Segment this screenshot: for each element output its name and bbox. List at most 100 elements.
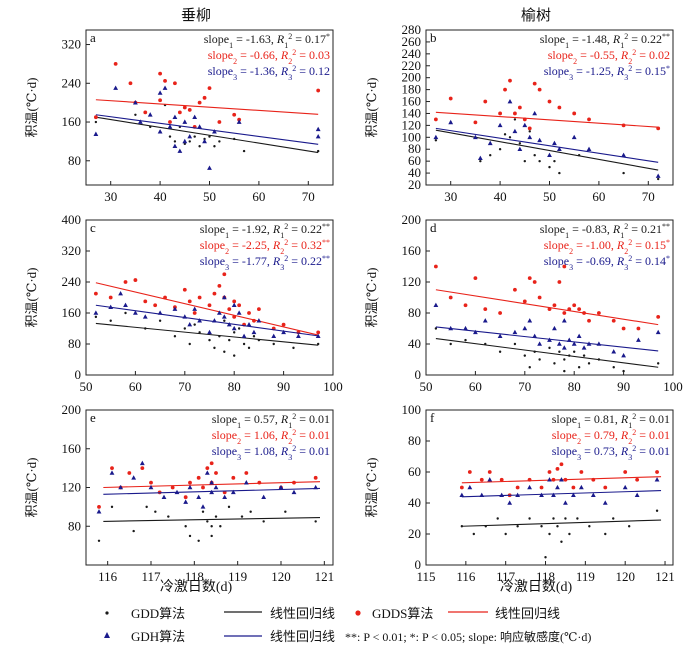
data-point-gdh [556, 341, 562, 346]
data-point-gdds [579, 470, 584, 474]
y-axis-label: 积温(℃·d) [364, 77, 379, 137]
data-point-gdds [537, 295, 542, 300]
data-point-gdd [233, 137, 236, 141]
data-point-gdh [527, 134, 533, 140]
data-point-gdd [124, 311, 127, 315]
data-point-gdd [183, 142, 186, 146]
x-tick-label: 70 [518, 379, 531, 394]
data-point-gdh [313, 484, 319, 490]
data-point-gdh [527, 484, 532, 490]
data-point-gdd [109, 319, 112, 322]
data-point-gdds [197, 100, 202, 105]
data-point-gdh [177, 148, 183, 153]
data-point-gdd [484, 342, 487, 346]
data-point-gdd [516, 525, 519, 528]
data-point-gdh [621, 353, 626, 358]
data-point-gdh [571, 341, 577, 346]
data-point-gdds [232, 314, 237, 319]
legend-label-gdh: GDH算法 [131, 629, 185, 644]
x-tick-label: 90 [277, 379, 290, 394]
data-point-gdd [145, 505, 148, 509]
plot-frame [425, 219, 674, 376]
data-point-gdh [596, 341, 602, 346]
panels: a 30 40 50 60 70 80 160 240 320 积温(℃·d) slope1 = -1… [24, 22, 683, 584]
data-point-gdd [94, 120, 98, 124]
series-gdd [94, 103, 320, 154]
data-point-gdh [522, 325, 528, 331]
regression-line-gdd [435, 338, 659, 368]
data-point-gdh [96, 509, 102, 514]
data-point-gdh [537, 341, 543, 346]
data-point-gdds [163, 78, 167, 83]
data-point-gdds [158, 71, 163, 76]
data-point-gdh [448, 325, 454, 331]
data-point-gdds [539, 485, 544, 490]
data-point-gdd [553, 362, 556, 365]
regression-line-gdds [435, 111, 659, 128]
data-point-gdd [173, 140, 177, 143]
data-point-gdds [110, 466, 114, 471]
data-point-gdd [198, 331, 201, 334]
data-point-gdd [528, 130, 531, 133]
series-gdd [460, 509, 662, 559]
data-point-gdds [537, 87, 542, 92]
data-point-gdds [551, 477, 556, 482]
data-point-gdd [508, 136, 512, 139]
stats-annotation-gdh: slope3 = -1.77, R32 = 0.22** [200, 254, 330, 272]
regression-line-gdds [435, 289, 659, 326]
panel-a: a 30 40 50 60 70 80 160 240 320 积温(℃·d) slope1 = -1… [24, 29, 334, 204]
regression-line-gdd [435, 129, 659, 171]
data-point-gdh [566, 337, 572, 342]
data-point-gdds [187, 299, 192, 304]
data-point-gdd [184, 525, 187, 528]
data-point-gdds [448, 295, 453, 300]
data-point-gdds [623, 470, 628, 474]
data-point-gdds [557, 105, 562, 110]
data-point-gdd [237, 327, 241, 330]
data-point-gdds [133, 278, 138, 282]
data-point-gdd [257, 338, 261, 342]
data-point-gdh [142, 314, 148, 319]
y-tick-label: 400 [62, 212, 82, 227]
data-point-gdh [236, 310, 242, 315]
data-point-gdd [576, 517, 579, 520]
y-tick-label: 80 [68, 153, 81, 168]
x-tick-label: 60 [469, 379, 482, 394]
data-point-gdd [316, 149, 320, 153]
data-point-gdd [523, 159, 526, 163]
data-point-gdh [187, 322, 193, 327]
y-tick-label: 200 [62, 402, 82, 417]
data-point-gdh [251, 329, 257, 335]
data-point-gdd [434, 139, 438, 142]
series-gdh [459, 477, 662, 505]
data-point-gdd [460, 525, 464, 528]
data-point-gdds [552, 303, 557, 308]
data-point-gdh [477, 155, 483, 160]
regression-line-gdds [95, 282, 319, 336]
data-point-gdh [109, 470, 115, 475]
data-point-gdh [212, 129, 217, 134]
series-gdd [94, 311, 320, 357]
data-point-gdh [512, 128, 518, 134]
data-point-gdds [473, 276, 478, 281]
data-point-gdh [315, 133, 321, 139]
data-point-gdd [210, 525, 213, 528]
data-point-gdh [655, 173, 661, 178]
data-point-gdh [571, 134, 577, 140]
data-point-gdh [123, 302, 128, 308]
stats-annotation-gdh: slope3 = 1.08, R32 = 0.01 [212, 444, 330, 462]
data-point-gdds [463, 303, 468, 308]
data-point-gdh [271, 333, 277, 339]
data-point-gdds [128, 81, 133, 86]
data-point-gdd [242, 342, 246, 346]
data-point-gdh [586, 341, 592, 346]
data-point-gdds [433, 264, 438, 269]
data-point-gdh [216, 310, 222, 315]
data-point-gdds [143, 110, 148, 115]
x-tick-label: 70 [642, 189, 655, 204]
data-point-gdd [556, 525, 559, 528]
data-point-gdd [513, 342, 517, 346]
data-point-gdds [582, 311, 586, 315]
data-point-gdds [591, 477, 596, 482]
data-point-gdds [196, 475, 201, 480]
